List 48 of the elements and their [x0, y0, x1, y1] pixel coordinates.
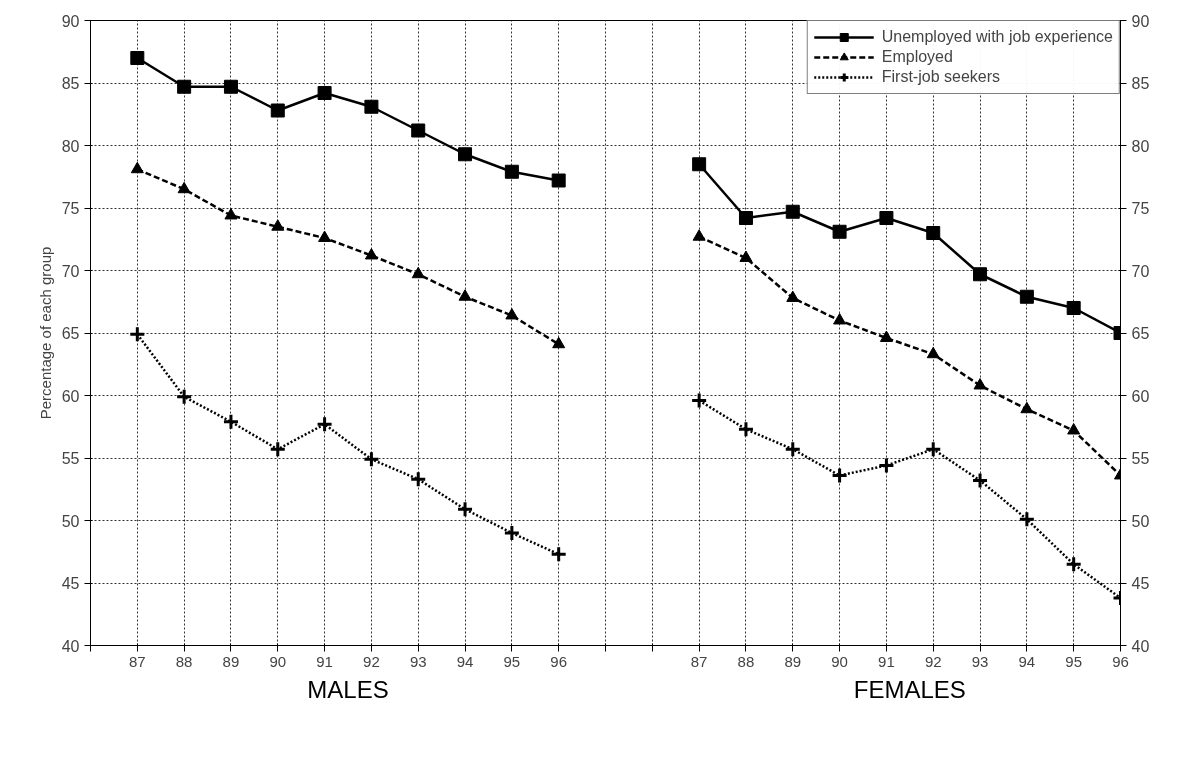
x-tick-label: 95	[1065, 652, 1083, 670]
y-tick-label: 85	[61, 75, 80, 92]
x-tick-label: 92	[363, 652, 380, 670]
y-tick-label: 60	[61, 387, 80, 405]
y-tick-label: 65	[61, 325, 80, 342]
x-tick-label: 91	[878, 652, 895, 670]
y-axis-title: Percentage of each group	[36, 246, 54, 420]
x-tick-label: 93	[409, 652, 427, 670]
y-tick-label: 55	[61, 450, 80, 467]
x-tick-label: 92	[924, 652, 942, 670]
y2-tick-label: 40	[1131, 637, 1150, 655]
y2-tick-label: 90	[1131, 12, 1150, 30]
y2-tick-label: 60	[1131, 387, 1150, 405]
x-tick-label: 90	[831, 652, 848, 670]
y2-tick-label: 45	[1131, 575, 1150, 592]
y-tick-label: 45	[61, 575, 80, 592]
x-tick-label: 87	[690, 652, 708, 670]
x-tick-label: 96	[1112, 652, 1129, 670]
y2-tick-label: 75	[1131, 200, 1150, 217]
legend-label: Unemployed with job experience	[881, 28, 1113, 46]
y2-tick-label: 55	[1131, 450, 1150, 467]
x-tick-label: 96	[550, 652, 568, 670]
x-tick-label: 91	[316, 652, 333, 670]
x-tick-label: 94	[1018, 652, 1036, 670]
y-tick-label: 75	[61, 200, 80, 217]
y-tick-label: 40	[61, 637, 80, 655]
x-tick-label: 94	[456, 652, 474, 670]
y-tick-label: 80	[61, 137, 80, 155]
legend-label: First-job seekers	[881, 68, 1000, 86]
text: MALES	[307, 675, 389, 703]
y2-tick-label: 50	[1131, 512, 1150, 530]
x-tick-label: 87	[128, 652, 146, 670]
x-tick-label: 90	[269, 652, 287, 670]
text: FEMALES	[853, 675, 966, 703]
y2-tick-label: 65	[1131, 325, 1150, 342]
legend-label: Employed	[881, 48, 953, 66]
x-tick-label: 88	[175, 652, 193, 670]
x-tick-label: 89	[222, 652, 240, 670]
y2-tick-label: 85	[1131, 75, 1150, 92]
y2-tick-label: 70	[1131, 262, 1150, 280]
x-tick-label: 88	[737, 652, 755, 670]
x-tick-label: 95	[503, 652, 521, 670]
y-tick-label: 50	[61, 512, 80, 530]
y-tick-label: 70	[61, 262, 80, 280]
y2-tick-label: 80	[1131, 137, 1150, 155]
x-tick-label: 89	[784, 652, 802, 670]
y-tick-label: 90	[61, 12, 80, 30]
x-tick-label: 93	[971, 652, 989, 670]
